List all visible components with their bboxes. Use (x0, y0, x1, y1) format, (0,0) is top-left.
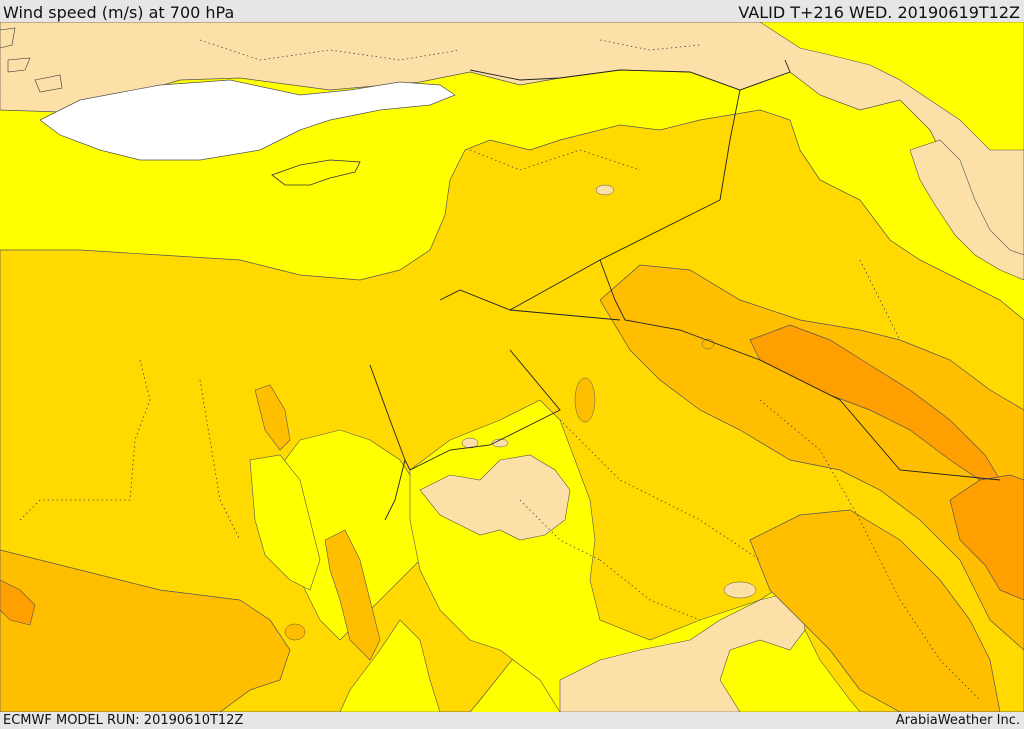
field-low-najd (559, 589, 806, 712)
map-title: Wind speed (m/s) at 700 hPa (3, 3, 235, 22)
footer-bar: ECMWF MODEL RUN: 20190610T12Z ArabiaWeat… (0, 712, 1024, 729)
model-run-label: ECMWF MODEL RUN: 20190610T12Z (3, 713, 244, 728)
field-very-high-sahara (0, 579, 36, 626)
country-borders (369, 59, 1001, 521)
header-bar: Wind speed (m/s) at 700 hPa VALID T+216 … (0, 0, 1024, 22)
field-high-gulf-aqaba (254, 384, 291, 451)
field-light-egypt-south (339, 619, 441, 712)
field-low-islet (595, 184, 615, 196)
field-high-iraq-south (749, 509, 1001, 712)
credit-label: ArabiaWeather Inc. (895, 713, 1020, 728)
admin-boundaries (19, 39, 981, 701)
field-low-islet (491, 438, 509, 448)
field-low-islet (723, 581, 757, 599)
field-high-red-sea (324, 529, 381, 661)
greek-islands (0, 27, 63, 93)
cyprus-outline (271, 159, 361, 186)
field-high-islet (284, 623, 306, 641)
field-light-sinai (249, 454, 321, 591)
field-high-sahara (0, 549, 291, 712)
field-low-zagros (909, 139, 1024, 281)
valid-time: VALID T+216 WED. 20190619T12Z (738, 3, 1020, 22)
wind-speed-map[interactable] (0, 22, 1024, 712)
field-light-turkey-ne (759, 22, 1024, 151)
field-very-low (39, 79, 456, 161)
field-low-nafud (419, 454, 571, 541)
field-high-iraq (599, 264, 1024, 651)
field-high-islet (574, 377, 596, 423)
field-very-high-gulf (949, 474, 1024, 601)
field-low-islet (461, 437, 479, 449)
